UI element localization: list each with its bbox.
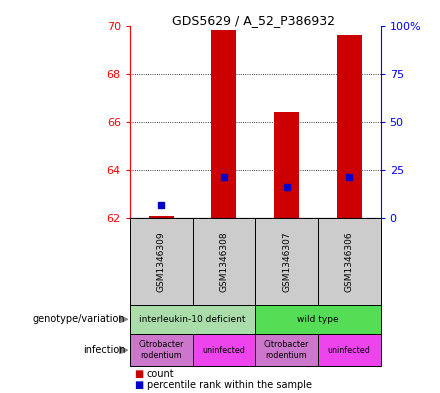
Text: GSM1346306: GSM1346306 bbox=[345, 231, 354, 292]
Text: Citrobacter
rodentium: Citrobacter rodentium bbox=[264, 340, 309, 360]
Polygon shape bbox=[119, 346, 128, 354]
Text: uninfected: uninfected bbox=[202, 346, 245, 354]
Text: uninfected: uninfected bbox=[328, 346, 370, 354]
Text: interleukin-10 deficient: interleukin-10 deficient bbox=[139, 315, 246, 324]
Text: ■: ■ bbox=[134, 380, 143, 390]
Text: GSM1346309: GSM1346309 bbox=[157, 231, 165, 292]
Text: Citrobacter
rodentium: Citrobacter rodentium bbox=[139, 340, 184, 360]
Bar bbox=[149, 216, 174, 218]
Bar bbox=[337, 35, 362, 218]
Text: GSM1346308: GSM1346308 bbox=[220, 231, 228, 292]
Bar bbox=[274, 112, 299, 218]
Text: percentile rank within the sample: percentile rank within the sample bbox=[147, 380, 312, 390]
Text: GDS5629 / A_52_P386932: GDS5629 / A_52_P386932 bbox=[172, 14, 334, 27]
Text: ■: ■ bbox=[134, 369, 143, 379]
Text: GSM1346307: GSM1346307 bbox=[282, 231, 291, 292]
Text: count: count bbox=[147, 369, 174, 379]
Bar bbox=[211, 30, 236, 218]
Text: wild type: wild type bbox=[297, 315, 339, 324]
Text: genotype/variation: genotype/variation bbox=[33, 314, 125, 324]
Text: infection: infection bbox=[83, 345, 125, 355]
Polygon shape bbox=[119, 315, 128, 323]
